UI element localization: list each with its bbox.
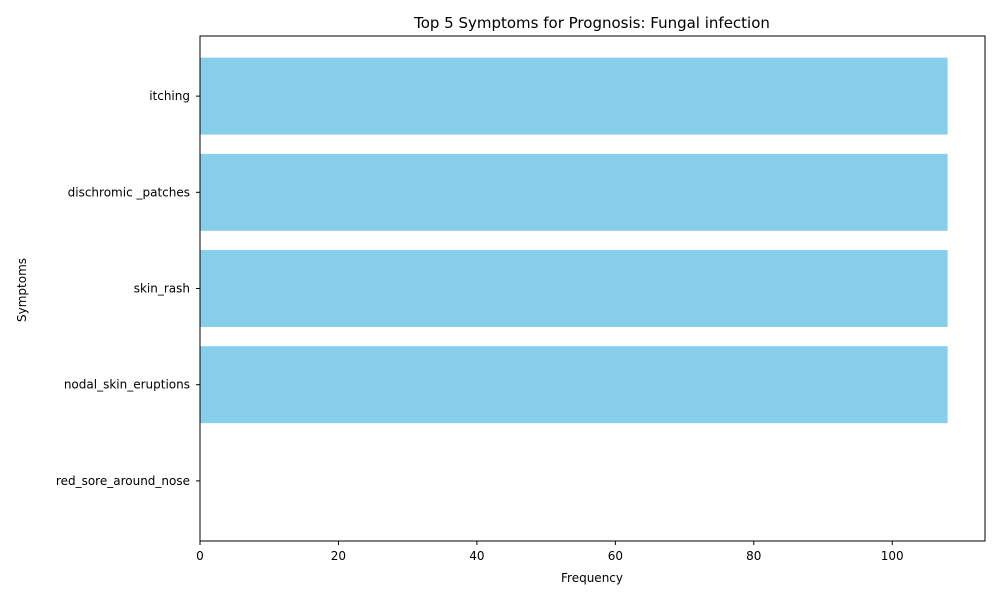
y-tick-label: red_sore_around_nose bbox=[56, 474, 190, 488]
y-axis-ticks: itching dischromic _patches skin_rashnodal… bbox=[56, 89, 200, 488]
y-tick-label: dischromic _patches bbox=[68, 185, 190, 199]
bar-skin-rash bbox=[200, 250, 948, 327]
chart-title: Top 5 Symptoms for Prognosis: Fungal inf… bbox=[413, 14, 770, 32]
y-tick-label: itching bbox=[149, 89, 190, 103]
x-tick-label: 20 bbox=[331, 549, 346, 563]
bars-layer bbox=[200, 57, 948, 424]
x-tick-label: 60 bbox=[608, 549, 623, 563]
bar-dischromic-patches bbox=[200, 153, 948, 231]
x-tick-label: 80 bbox=[746, 549, 761, 563]
x-axis-ticks: 0 20 40 60 80 100 bbox=[196, 541, 904, 563]
x-tick-label: 40 bbox=[469, 549, 484, 563]
bar-nodal-skin-eruptions bbox=[200, 346, 948, 424]
x-axis-title: Frequency bbox=[561, 571, 623, 585]
x-tick-label: 0 bbox=[196, 549, 204, 563]
y-tick-label: nodal_skin_eruptions bbox=[64, 378, 190, 392]
bar-itching bbox=[200, 57, 948, 135]
x-tick-label: 100 bbox=[881, 549, 904, 563]
y-axis-title: Symptoms bbox=[15, 258, 29, 322]
y-tick-label: skin_rash bbox=[134, 282, 190, 296]
